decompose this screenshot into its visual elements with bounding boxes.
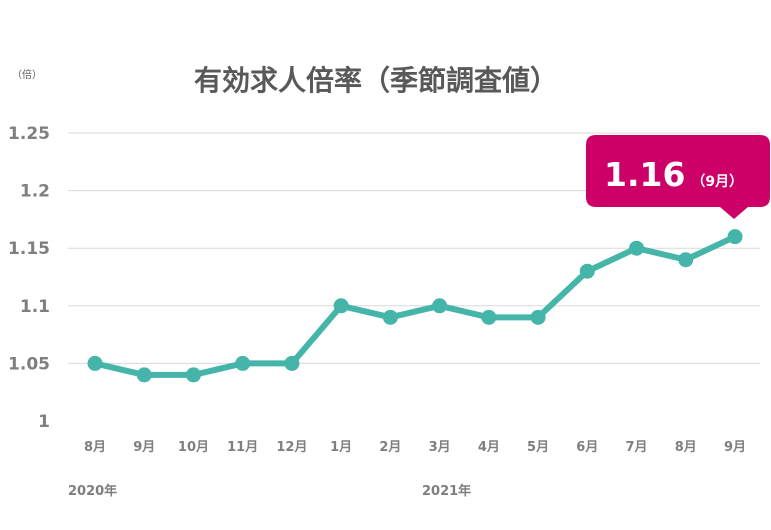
data-point: [136, 367, 152, 383]
callout-background: [586, 135, 770, 219]
data-point: [727, 229, 743, 245]
series-line: [92, 233, 738, 378]
series-polyline: [92, 233, 738, 378]
x-tick-label: 8月: [84, 440, 106, 455]
data-point: [185, 367, 201, 383]
y-tick-label: 1.25: [8, 124, 50, 144]
data-point: [530, 309, 546, 325]
x-tick-label: 7月: [626, 440, 648, 455]
x-tick-label: 11月: [227, 440, 258, 455]
x-axis-ticks: 8月 9月 10月 11月 12月 1月 2月 3月 4月 5月 6月 7月 8月 9月: [84, 440, 746, 455]
y-tick-label: 1: [38, 412, 50, 432]
data-point: [87, 355, 103, 371]
x-tick-label: 4月: [478, 440, 500, 455]
data-point: [284, 355, 300, 371]
x-tick-label: 12月: [276, 440, 307, 455]
x-tick-label: 9月: [133, 440, 155, 455]
chart-title: 有効求人倍率（季節調査値）: [194, 64, 558, 97]
x-tick-label: 9月: [724, 440, 746, 455]
data-point: [382, 309, 398, 325]
y-axis-ticks: 1 1.05 1.1 1.15 1.2 1.25: [8, 124, 50, 432]
data-point: [579, 263, 595, 279]
y-tick-label: 1.15: [8, 239, 50, 259]
x-tick-label: 8月: [675, 440, 697, 455]
y-tick-label: 1.1: [20, 297, 50, 317]
data-point: [629, 240, 645, 256]
x-tick-label: 2月: [379, 440, 401, 455]
callout-value: 1.16 （9月）: [604, 155, 743, 194]
callout-month: （9月）: [691, 174, 743, 190]
callout-value-number: 1.16: [604, 155, 685, 194]
data-point: [678, 252, 694, 268]
x-tick-label: 6月: [576, 440, 598, 455]
x-tick-label: 10月: [178, 440, 209, 455]
data-point: [235, 355, 251, 371]
y-tick-label: 1.05: [8, 354, 50, 374]
year-label-2020: 2020年: [68, 483, 117, 499]
data-point: [432, 298, 448, 314]
x-tick-label: 5月: [527, 440, 549, 455]
latest-value-callout: 1.16 （9月）: [586, 135, 770, 219]
data-point: [481, 309, 497, 325]
x-tick-label: 1月: [330, 440, 352, 455]
data-points: [87, 229, 743, 383]
y-tick-label: 1.2: [20, 182, 50, 202]
x-tick-label: 3月: [429, 440, 451, 455]
y-unit-label: （倍）: [12, 68, 42, 81]
data-point: [333, 298, 349, 314]
year-label-2021: 2021年: [422, 483, 471, 499]
